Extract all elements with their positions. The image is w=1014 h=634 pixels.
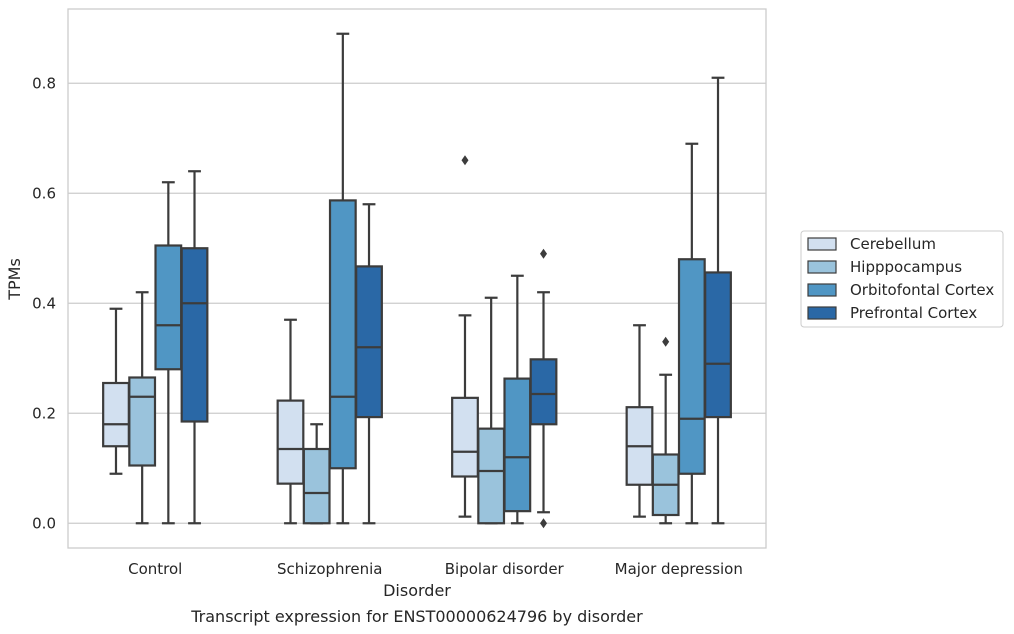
box-group [651, 336, 680, 525]
box-group [704, 76, 732, 525]
legend-label: Hipppocampus [850, 258, 962, 276]
y-axis-ticks: 0.0 0.2 0.4 0.6 0.8 [32, 74, 56, 532]
x-axis-label: Disorder [383, 581, 451, 600]
box-group [477, 296, 506, 525]
legend-label: Orbitofontal Cortex [850, 281, 994, 299]
y-tick-label: 0.6 [32, 184, 56, 202]
legend-item: Cerebellum [807, 235, 936, 253]
x-tick-label: Schizophrenia [277, 560, 382, 578]
box-iqr [128, 376, 157, 467]
legend-item: Hipppocampus [807, 258, 962, 276]
legend-label: Prefrontal Cortex [850, 304, 977, 322]
box-iqr [477, 427, 506, 525]
box-iqr [704, 271, 732, 419]
box-group [154, 181, 183, 525]
box-group [451, 155, 479, 518]
box-iqr [451, 396, 479, 478]
box-iqr [154, 244, 183, 371]
legend-item: Prefrontal Cortex [807, 304, 977, 322]
y-tick-label: 0.0 [32, 514, 56, 532]
x-tick-label: Bipolar disorder [445, 560, 565, 578]
box-iqr [355, 265, 383, 419]
legend-swatch [807, 237, 837, 251]
x-tick-label: Control [128, 560, 182, 578]
y-tick-label: 0.4 [32, 294, 56, 312]
box-group [677, 142, 706, 525]
legend-swatch [807, 260, 837, 274]
box-iqr [677, 258, 706, 475]
box-group [102, 307, 130, 475]
legend-item: Orbitofontal Cortex [807, 281, 994, 299]
legend-frame [800, 230, 1004, 328]
plot-area-frame [67, 8, 767, 549]
box-iqr [503, 377, 532, 513]
box-group [302, 423, 331, 525]
x-axis-ticks: Control Schizophrenia Bipolar disorder Majo… [128, 560, 743, 578]
box-group [328, 32, 357, 525]
outlier-point [540, 518, 548, 529]
outlier-point [540, 248, 548, 259]
x-tick-label: Major depression [615, 560, 743, 578]
box-group [529, 248, 558, 529]
box-group [128, 291, 157, 525]
boxes [102, 32, 732, 529]
box-iqr [276, 399, 305, 485]
box-group [355, 203, 383, 525]
outlier-point [662, 336, 670, 347]
legend-swatch [807, 306, 837, 320]
box-group [625, 324, 654, 518]
box-group [276, 318, 305, 525]
y-tick-label: 0.2 [32, 404, 56, 422]
box-group [180, 170, 209, 525]
figure-caption: Transcript expression for ENST0000062479… [190, 607, 643, 626]
y-axis-label: TPMs [5, 258, 24, 301]
y-tick-label: 0.8 [32, 74, 56, 92]
legend-label: Cerebellum [850, 235, 936, 253]
legend: Cerebellum Hipppocampus Orbitofontal Corte… [800, 230, 1004, 328]
box-iqr [529, 358, 558, 426]
outlier-point [461, 155, 469, 166]
box-group [503, 274, 532, 525]
legend-swatch [807, 283, 837, 297]
box-iqr [328, 199, 357, 470]
box-iqr [302, 447, 331, 525]
box-iqr [102, 381, 130, 448]
box-iqr [180, 247, 209, 423]
